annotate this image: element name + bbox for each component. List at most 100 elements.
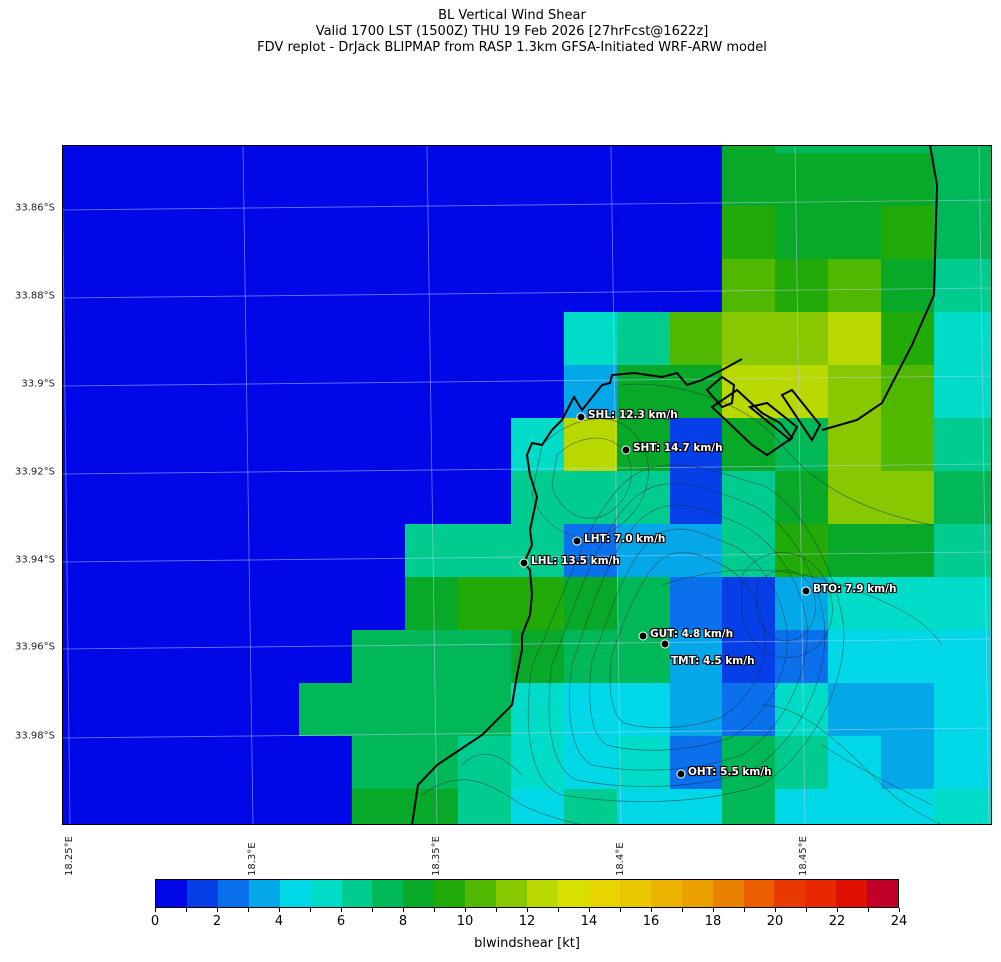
heatmap-cell bbox=[722, 312, 775, 365]
colorbar-tick bbox=[588, 908, 590, 912]
colorbar-segment bbox=[217, 880, 249, 907]
heatmap-cell bbox=[934, 789, 992, 825]
heatmap-cell bbox=[881, 312, 934, 365]
heatmap-cell bbox=[881, 630, 934, 683]
heatmap-cell bbox=[617, 736, 670, 789]
heatmap-cell bbox=[934, 736, 992, 789]
colorbar-segment bbox=[156, 880, 187, 907]
colorbar-tick bbox=[681, 908, 683, 912]
heatmap-cell bbox=[511, 577, 564, 630]
colorbar-tick-label: 6 bbox=[336, 914, 346, 929]
latitude-label: 33.88°S bbox=[15, 290, 55, 302]
heatmap-cell bbox=[670, 524, 722, 577]
heatmap-cell bbox=[775, 365, 828, 418]
colorbar-tick-label: 12 bbox=[518, 914, 536, 929]
heatmap-cell bbox=[458, 577, 511, 630]
colorbar-tick-label: 16 bbox=[642, 914, 660, 929]
latitude-label: 33.92°S bbox=[15, 466, 55, 478]
heatmap-cell bbox=[352, 736, 405, 789]
heatmap-cell bbox=[828, 683, 881, 736]
colorbar-segment bbox=[619, 880, 651, 907]
heatmap-cell bbox=[670, 736, 722, 789]
colorbar-segment bbox=[341, 880, 373, 907]
heatmap-cell bbox=[564, 471, 617, 524]
heatmap-cell bbox=[722, 736, 775, 789]
heatmap-cell bbox=[511, 789, 564, 825]
heatmap-cell bbox=[828, 145, 881, 153]
heatmap-cell bbox=[564, 577, 617, 630]
heatmap-cell bbox=[775, 312, 828, 365]
heatmap-cell bbox=[934, 153, 992, 206]
heatmap-cell bbox=[564, 418, 617, 471]
map-plot-area bbox=[62, 145, 992, 825]
heatmap-cell bbox=[564, 365, 617, 418]
heatmap-cell bbox=[722, 145, 775, 153]
heatmap-cell bbox=[828, 471, 881, 524]
heatmap-cell bbox=[564, 312, 617, 365]
heatmap-cell bbox=[670, 418, 722, 471]
colorbar-tick bbox=[247, 908, 249, 912]
heatmap-cell bbox=[670, 789, 722, 825]
colorbar-segment bbox=[434, 880, 466, 907]
heatmap-cell bbox=[511, 683, 564, 736]
longitude-label: 18.45°E bbox=[798, 836, 809, 876]
latitude-label: 33.98°S bbox=[15, 730, 55, 742]
heatmap-cell bbox=[828, 418, 881, 471]
heatmap-cell bbox=[670, 312, 722, 365]
terrain-contours bbox=[421, 383, 943, 825]
colorbar-segment bbox=[774, 880, 806, 907]
longitude-label: 18.25°E bbox=[64, 836, 75, 876]
heatmap-cell bbox=[934, 206, 992, 259]
colorbar-tick-label: 14 bbox=[580, 914, 598, 929]
heatmap-cell bbox=[934, 524, 992, 577]
heatmap-cell bbox=[881, 153, 934, 206]
coastline bbox=[411, 358, 743, 825]
heatmap-cell bbox=[775, 259, 828, 312]
heatmap-cell bbox=[617, 577, 670, 630]
heatmap-cell bbox=[934, 418, 992, 471]
heatmap-cell bbox=[722, 789, 775, 825]
colorbar-tick-label: 18 bbox=[704, 914, 722, 929]
heatmap-cell bbox=[617, 789, 670, 825]
colorbar-segment bbox=[867, 880, 899, 907]
heatmap-cell bbox=[299, 683, 352, 736]
station-dot-icon bbox=[519, 558, 529, 568]
heatmap-cell bbox=[511, 736, 564, 789]
chart-title: BL Vertical Wind Shear Valid 1700 LST (1… bbox=[0, 8, 1001, 56]
heatmap-cell bbox=[617, 471, 670, 524]
latitude-label: 33.86°S bbox=[15, 202, 55, 214]
heatmap-cell bbox=[934, 145, 992, 153]
colorbar-segment bbox=[805, 880, 837, 907]
colorbar-segment bbox=[527, 880, 558, 907]
colorbar-segment bbox=[310, 880, 342, 907]
heatmap-cell bbox=[828, 259, 881, 312]
heatmap-cell bbox=[881, 365, 934, 418]
heatmap-cell bbox=[722, 577, 775, 630]
colorbar-tick bbox=[433, 908, 435, 912]
heatmap-cell bbox=[405, 577, 458, 630]
colorbar-tick bbox=[867, 908, 869, 912]
heatmap-cell bbox=[934, 577, 992, 630]
colorbar bbox=[155, 879, 899, 908]
heatmap-cell bbox=[458, 630, 511, 683]
colorbar-tick bbox=[309, 908, 311, 912]
heatmap-cell bbox=[405, 683, 458, 736]
harbour-outline bbox=[705, 375, 822, 457]
heatmap-cell bbox=[881, 418, 934, 471]
colorbar-segment bbox=[372, 880, 404, 907]
heatmap-cell bbox=[670, 683, 722, 736]
colorbar-tick-label: 0 bbox=[150, 914, 160, 929]
heatmap-cell bbox=[458, 789, 511, 825]
colorbar-tick bbox=[836, 908, 838, 912]
station-label: BTO: 7.9 km/h bbox=[813, 583, 897, 595]
colorbar-tick bbox=[495, 908, 497, 912]
heatmap-cell bbox=[828, 736, 881, 789]
colorbar-tick bbox=[371, 908, 373, 912]
colorbar-segment bbox=[650, 880, 682, 907]
colorbar-segment bbox=[496, 880, 528, 907]
colorbar-tick bbox=[557, 908, 559, 912]
colorbar-tick bbox=[774, 908, 776, 912]
heatmap-cell bbox=[828, 577, 881, 630]
heatmap-cell bbox=[722, 418, 775, 471]
colorbar-tick-label: 24 bbox=[890, 914, 908, 929]
